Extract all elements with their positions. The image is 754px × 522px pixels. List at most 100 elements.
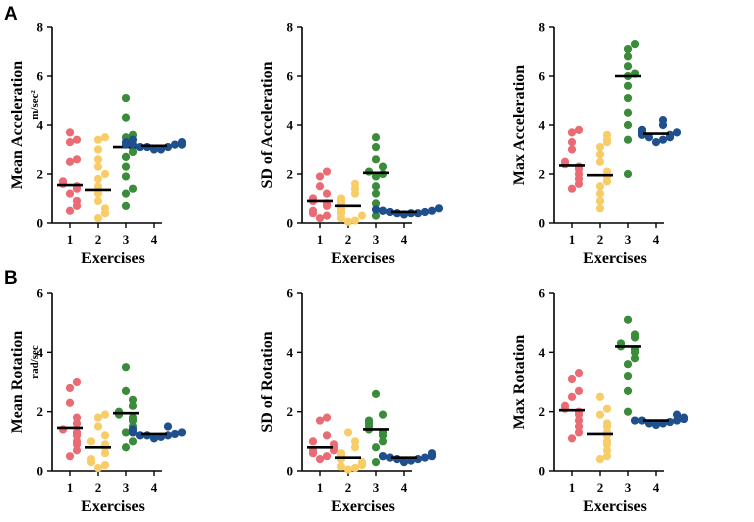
data-point (595, 410, 605, 419)
data-point (86, 455, 96, 464)
data-point (72, 428, 82, 437)
data-point (595, 204, 605, 213)
x-tick-label: 2 (95, 232, 102, 247)
x-tick-label: 4 (653, 480, 660, 495)
y-tick-label: 2 (539, 404, 546, 419)
data-point (170, 429, 180, 439)
data-point (121, 152, 131, 161)
y-tick-label: 0 (37, 464, 44, 479)
data-point (595, 182, 605, 191)
data-point (121, 443, 131, 452)
data-point (65, 383, 75, 393)
y-tick-label: 0 (37, 216, 44, 231)
y-tick-label: 6 (539, 69, 546, 84)
data-point (308, 206, 318, 215)
data-point (121, 113, 131, 122)
x-tick-label: 3 (123, 232, 130, 247)
data-point (93, 189, 103, 198)
x-tick-label: 1 (67, 232, 74, 247)
y-tick-label: 8 (539, 20, 546, 35)
data-point (100, 169, 110, 179)
panel-letter-a: A (4, 4, 18, 25)
data-point (630, 354, 640, 363)
y-tick-label: 2 (539, 167, 546, 182)
data-point (322, 211, 332, 220)
data-point (170, 140, 180, 149)
data-point (574, 422, 584, 431)
data-point (350, 216, 360, 225)
data-point (65, 452, 75, 461)
data-point (128, 135, 138, 144)
data-point (378, 206, 388, 215)
data-point (93, 155, 103, 164)
data-point (413, 455, 423, 464)
chart-3: 0 2 4 6 8 1 2 3 4 Exercises Max Acceleration (511, 20, 682, 267)
data-point (560, 157, 570, 166)
data-point (658, 135, 668, 144)
data-point (574, 125, 584, 134)
data-point (336, 449, 346, 458)
y-tick-label: 4 (287, 345, 294, 360)
data-point (65, 189, 75, 198)
data-point (93, 145, 103, 154)
data-point (315, 455, 325, 464)
data-point (574, 428, 584, 437)
data-point (371, 458, 381, 467)
data-point (371, 205, 381, 214)
data-point (427, 206, 437, 215)
data-point (100, 410, 110, 419)
data-point (315, 172, 325, 181)
data-point (93, 196, 103, 206)
x-tick-label: 3 (373, 232, 380, 247)
x-axis-label: Exercises (81, 250, 145, 267)
y-axis-label: Max Acceleration (511, 65, 528, 186)
data-point (371, 211, 381, 220)
data-point (595, 196, 605, 206)
data-point (602, 130, 612, 139)
data-point (65, 128, 75, 137)
y-tick-label: 0 (287, 216, 294, 231)
data-point (602, 446, 612, 455)
data-point (93, 463, 103, 473)
data-point (567, 145, 577, 154)
y-axis-label: SD of Acceleration (259, 61, 276, 188)
data-point (128, 184, 138, 193)
data-point (567, 392, 577, 401)
y-tick-label: 4 (539, 345, 546, 360)
x-tick-label: 1 (67, 480, 74, 495)
data-point (371, 142, 381, 152)
panel-letter-b: B (4, 268, 18, 289)
y-tick-label: 0 (287, 464, 294, 479)
data-point (630, 40, 640, 49)
data-point (128, 395, 138, 404)
data-point (128, 413, 138, 422)
data-point (65, 398, 75, 407)
chart-5: 0 2 4 6 1 2 3 4 Exercises SD of Rotation (259, 286, 437, 515)
data-point (121, 428, 131, 437)
data-point (567, 374, 577, 384)
y-tick-label: 4 (37, 118, 44, 133)
y-axis-unit: rad/sec (29, 345, 41, 379)
data-point (567, 434, 577, 443)
y-tick-label: 2 (287, 167, 294, 182)
data-point (420, 207, 430, 217)
x-axis-label: Exercises (583, 498, 647, 515)
data-point (623, 360, 633, 369)
data-point (679, 413, 689, 422)
data-point (385, 453, 395, 462)
data-point (672, 128, 682, 137)
y-tick-label: 2 (37, 167, 44, 182)
data-point (100, 460, 110, 470)
y-tick-label: 6 (37, 69, 44, 84)
data-point (315, 182, 325, 191)
data-point (392, 455, 402, 464)
chart-4: 0 2 4 6 1 2 3 4 Exercises Mean Rotation rad/sec (9, 286, 187, 515)
x-axis-label: Exercises (81, 498, 145, 515)
data-point (357, 211, 367, 220)
data-point (65, 157, 75, 166)
data-point (149, 145, 159, 154)
data-point (93, 182, 103, 191)
y-tick-label: 4 (539, 118, 546, 133)
data-point (371, 155, 381, 164)
data-point (93, 214, 103, 223)
